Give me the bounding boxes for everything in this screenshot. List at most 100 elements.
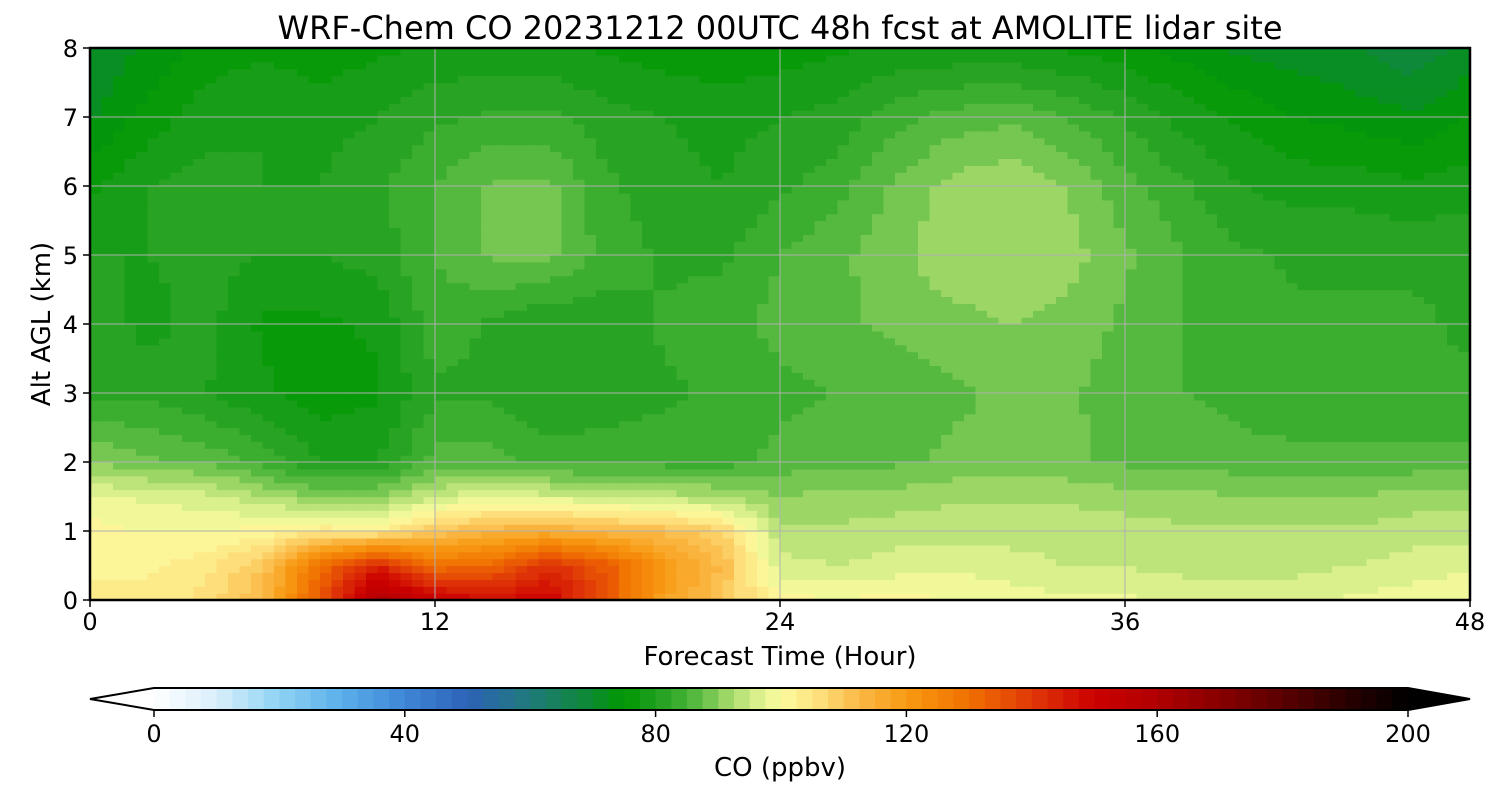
field-cell (791, 351, 804, 360)
field-cell (1148, 579, 1161, 587)
field-cell (1297, 351, 1310, 360)
field-cell (929, 489, 942, 498)
field-cell (377, 593, 390, 600)
field-cell (136, 489, 149, 498)
field-cell (389, 365, 402, 373)
field-cell (412, 475, 425, 484)
field-cell (941, 427, 954, 435)
field-cell (1136, 579, 1149, 587)
field-cell (515, 337, 528, 346)
field-cell (561, 324, 574, 332)
field-cell (837, 427, 850, 435)
field-cell (159, 441, 172, 449)
field-cell (458, 551, 471, 560)
field-cell (1033, 344, 1046, 353)
field-cell (504, 496, 517, 504)
field-cell (1217, 455, 1230, 463)
field-cell (182, 427, 195, 435)
field-cell (1355, 448, 1368, 456)
field-cell (1113, 475, 1126, 484)
field-cell (1366, 441, 1379, 449)
field-cell (228, 489, 241, 498)
field-cell (803, 544, 816, 553)
field-cell (239, 468, 252, 477)
field-cell (1125, 475, 1138, 484)
field-cell (1424, 427, 1437, 435)
field-cell (987, 372, 1000, 380)
field-cell (619, 586, 632, 594)
field-cell (136, 496, 149, 504)
field-cell (458, 434, 471, 442)
field-cell (205, 524, 218, 532)
field-cell (653, 365, 666, 373)
field-cell (1424, 551, 1437, 560)
field-cell (1263, 572, 1276, 580)
field-cell (1182, 537, 1195, 546)
field-cell (642, 586, 655, 594)
field-cell (1343, 317, 1356, 325)
field-cell (619, 510, 632, 518)
field-cell (469, 393, 482, 401)
field-cell (1044, 524, 1057, 532)
field-cell (1056, 551, 1069, 560)
field-cell (711, 531, 724, 539)
field-cell (837, 324, 850, 332)
field-cell (1228, 399, 1241, 408)
field-cell (619, 544, 632, 553)
field-cell (1401, 586, 1414, 594)
field-cell (1125, 489, 1138, 498)
field-cell (1332, 558, 1345, 567)
field-cell (642, 310, 655, 318)
field-cell (1297, 537, 1310, 546)
field-cell (1136, 351, 1149, 360)
field-cell (389, 413, 402, 422)
field-cell (1205, 344, 1218, 353)
field-cell (435, 537, 448, 546)
field-cell (837, 475, 850, 484)
field-cell (228, 579, 241, 587)
field-cell (1205, 399, 1218, 408)
field-cell (354, 579, 367, 587)
field-cell (1136, 468, 1149, 477)
field-cell (1274, 531, 1287, 539)
field-cell (285, 475, 298, 484)
field-cell (1102, 572, 1115, 580)
field-cell (630, 551, 643, 560)
field-cell (550, 420, 563, 429)
field-cell (734, 344, 747, 353)
field-cell (1320, 358, 1333, 366)
field-cell (1424, 365, 1437, 373)
field-cell (711, 420, 724, 429)
field-cell (412, 344, 425, 353)
field-cell (527, 448, 540, 456)
field-cell (837, 413, 850, 422)
field-cell (492, 427, 505, 435)
field-cell (1240, 462, 1253, 470)
field-cell (1435, 482, 1448, 491)
field-cell (1079, 558, 1092, 567)
field-cell (228, 462, 241, 470)
field-cell (308, 517, 321, 525)
field-cell (1447, 413, 1460, 422)
field-cell (343, 482, 356, 491)
field-cell (780, 427, 793, 435)
field-cell (1113, 593, 1126, 600)
field-cell (573, 310, 586, 318)
field-cell (216, 351, 229, 360)
field-cell (182, 337, 195, 346)
field-cell (1205, 475, 1218, 484)
field-cell (837, 434, 850, 442)
field-cell (1389, 475, 1402, 484)
field-cell (1412, 496, 1425, 504)
field-cell (492, 365, 505, 373)
field-cell (987, 468, 1000, 477)
field-cell (228, 420, 241, 429)
field-cell (665, 537, 678, 546)
field-cell (964, 317, 977, 325)
field-cell (1343, 558, 1356, 567)
field-cell (147, 503, 160, 511)
field-cell (159, 517, 172, 525)
field-cell (918, 372, 931, 380)
field-cell (90, 489, 103, 498)
field-cell (1228, 344, 1241, 353)
